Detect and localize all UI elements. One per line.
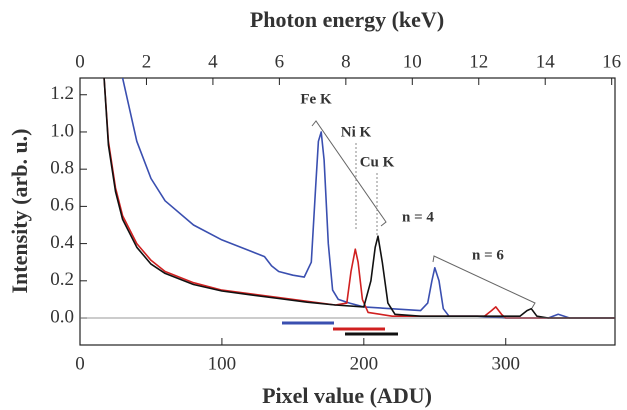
x2-tick-label: 16 — [602, 51, 621, 72]
spectrum-line — [103, 78, 615, 319]
bottom-axis-title: Pixel value (ADU) — [262, 383, 432, 408]
x2-tick-label: 8 — [341, 51, 351, 72]
annotation: Cu K — [360, 154, 395, 170]
y-tick-label: 0.8 — [50, 158, 74, 179]
spectrum-line — [103, 78, 615, 319]
n6-bracket — [432, 255, 536, 309]
x2-tick-label: 14 — [536, 51, 556, 72]
plot-frame — [79, 77, 616, 346]
x2-tick-label: 2 — [142, 51, 152, 72]
y-axis-title: Intensity (arb. u.) — [7, 128, 32, 293]
x2-tick-label: 10 — [403, 51, 422, 72]
x2-tick-label: 6 — [275, 51, 285, 72]
x-tick-label: 300 — [491, 353, 520, 374]
y-tick-label: 0.2 — [50, 269, 74, 290]
y-tick-label: 1.0 — [50, 120, 74, 141]
annotation: n = 6 — [472, 247, 504, 263]
y-tick-label: 0.4 — [50, 232, 74, 253]
top-axis-title: Photon energy (keV) — [250, 7, 444, 32]
n4-bracket — [311, 120, 387, 227]
y-tick-label: 0.0 — [50, 306, 74, 327]
x-tick-label: 100 — [208, 353, 237, 374]
x2-tick-label: 0 — [75, 51, 85, 72]
plot-area — [103, 78, 615, 319]
y-tick-label: 1.2 — [50, 83, 74, 104]
annotation: Fe K — [300, 91, 332, 107]
annotation: n = 4 — [402, 209, 434, 225]
x-tick-label: 200 — [350, 353, 379, 374]
x2-tick-label: 12 — [469, 51, 488, 72]
y-tick-label: 0.6 — [50, 195, 74, 216]
annotation: Ni K — [341, 124, 372, 140]
x2-tick-label: 4 — [208, 51, 218, 72]
x-tick-label: 0 — [75, 353, 85, 374]
